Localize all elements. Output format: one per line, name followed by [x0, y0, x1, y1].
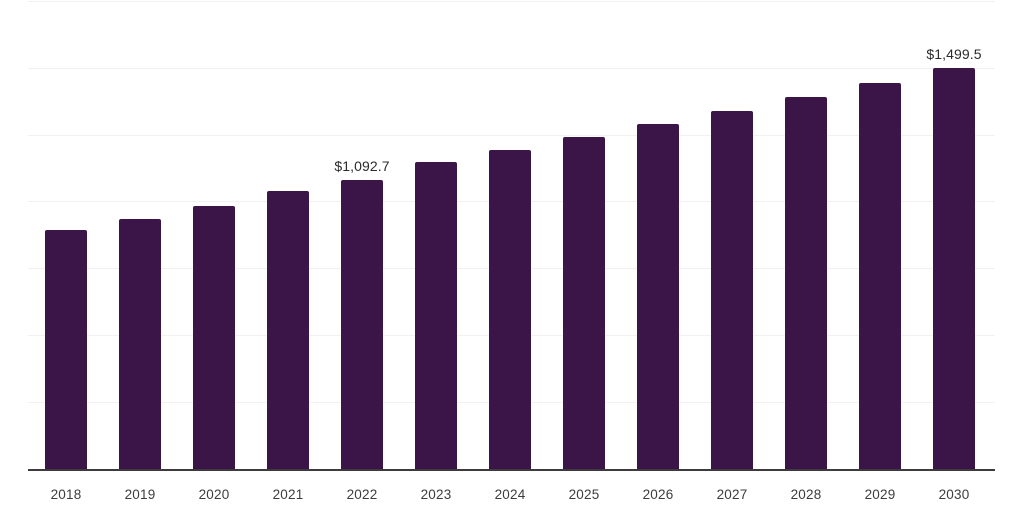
- x-tick-label: 2030: [938, 487, 970, 502]
- bar-group[interactable]: [637, 0, 679, 470]
- bar[interactable]: [193, 206, 235, 470]
- gridline: [28, 68, 995, 69]
- bar-group[interactable]: [45, 0, 87, 470]
- x-tick-label: 2020: [198, 487, 230, 502]
- bar[interactable]: [637, 124, 679, 470]
- x-tick-label: 2027: [716, 487, 748, 502]
- bar-group[interactable]: [119, 0, 161, 470]
- x-tick-label: 2024: [494, 487, 526, 502]
- bar[interactable]: [45, 230, 87, 470]
- x-tick-label: 2029: [864, 487, 896, 502]
- plot-area: $1,092.7 $1,499.5: [28, 0, 995, 470]
- gridline: [28, 1, 995, 2]
- bar-group[interactable]: [267, 0, 309, 470]
- bar[interactable]: [563, 137, 605, 470]
- bar-group[interactable]: [785, 0, 827, 470]
- bar[interactable]: [785, 97, 827, 470]
- x-axis-line: [28, 469, 995, 471]
- bar[interactable]: [415, 162, 457, 470]
- bar[interactable]: [267, 191, 309, 470]
- gridline: [28, 135, 995, 136]
- bar-value-label: $1,092.7: [334, 158, 390, 174]
- bar-group[interactable]: [415, 0, 457, 470]
- x-axis-tick-labels: 2018 2019 2020 2021 2022 2023 2024 2025 2026 2027…: [0, 470, 1024, 512]
- x-tick-label: 2026: [642, 487, 674, 502]
- bar-group[interactable]: $1,092.7: [334, 0, 390, 470]
- bar-group[interactable]: [711, 0, 753, 470]
- bar[interactable]: [489, 150, 531, 470]
- bar-value-label: $1,499.5: [926, 46, 982, 62]
- x-tick-label: 2018: [50, 487, 82, 502]
- bar[interactable]: [711, 111, 753, 470]
- bar-group[interactable]: [193, 0, 235, 470]
- x-tick-label: 2028: [790, 487, 822, 502]
- bar-group[interactable]: [489, 0, 531, 470]
- bar-group[interactable]: [859, 0, 901, 470]
- bar[interactable]: [933, 68, 975, 470]
- x-tick-label: 2023: [420, 487, 452, 502]
- x-tick-label: 2022: [346, 487, 378, 502]
- bar[interactable]: [119, 219, 161, 470]
- bar-group[interactable]: [563, 0, 605, 470]
- bar[interactable]: [341, 180, 383, 470]
- x-tick-label: 2021: [272, 487, 304, 502]
- x-tick-label: 2025: [568, 487, 600, 502]
- bar-group[interactable]: $1,499.5: [926, 0, 982, 470]
- x-tick-label: 2019: [124, 487, 156, 502]
- bar[interactable]: [859, 83, 901, 470]
